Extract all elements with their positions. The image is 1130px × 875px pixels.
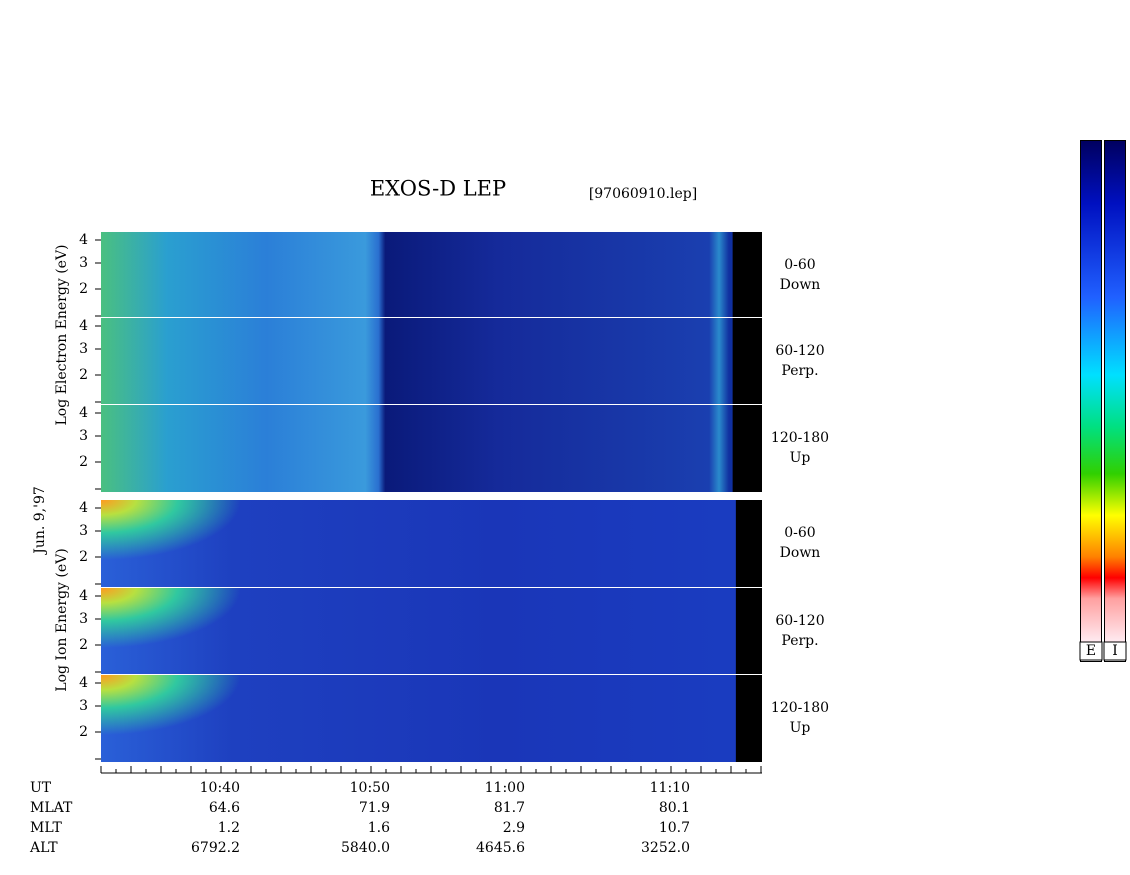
y-tick-label: 3	[79, 698, 88, 714]
row-label: MLT	[30, 820, 62, 836]
spectrogram	[101, 232, 762, 317]
ephemeris-value: 1.2	[218, 820, 240, 836]
row-label: UT	[30, 780, 52, 796]
y-tick-label: 2	[79, 367, 88, 383]
y-tick-label: 4	[79, 232, 88, 248]
panel-label: Up	[790, 450, 811, 466]
ephemeris-value: 64.6	[209, 800, 240, 816]
axis-label: Log Ion Energy (eV)	[54, 548, 70, 691]
y-tick-label: 4	[79, 588, 88, 604]
ephemeris-value: 71.9	[359, 800, 390, 816]
ephemeris-value: 11:00	[485, 780, 525, 796]
date-label: Jun. 9,'97	[32, 486, 48, 556]
colorbar	[1080, 140, 1102, 662]
spectrogram	[101, 318, 762, 404]
colorbar-box	[1079, 641, 1103, 661]
ephemeris-value: 11:10	[650, 780, 690, 796]
y-tick-label: 2	[79, 637, 88, 653]
panel-label: 120-180	[771, 700, 829, 716]
chart-title: EXOS-D LEP	[370, 177, 506, 201]
ephemeris-value: 2.9	[503, 820, 525, 836]
colorbar-label: I	[1112, 643, 1118, 659]
ephemeris-value: 5840.0	[341, 840, 390, 856]
y-tick-label: 3	[79, 523, 88, 539]
row-label: ALT	[29, 840, 58, 856]
y-tick-label: 3	[79, 341, 88, 357]
y-tick-label: 4	[79, 318, 88, 334]
panel-label: 0-60	[784, 525, 815, 541]
y-tick-label: 3	[79, 611, 88, 627]
panel-label: Down	[780, 545, 821, 561]
panel-label: Perp.	[781, 633, 818, 649]
spectrogram	[101, 405, 762, 492]
file-label: [97060910.lep]	[589, 186, 697, 202]
ephemeris-value: 4645.6	[476, 840, 525, 856]
y-tick-label: 2	[79, 724, 88, 740]
y-tick-label: 4	[79, 500, 88, 516]
row-label: MLAT	[30, 800, 73, 816]
spectrogram	[101, 675, 762, 762]
ephemeris-value: 1.6	[368, 820, 390, 836]
colorbar-box	[1103, 641, 1127, 661]
y-tick-label: 3	[79, 255, 88, 271]
panel-label: Perp.	[781, 363, 818, 379]
panel-label: Down	[780, 277, 821, 293]
panel-label: 0-60	[784, 257, 815, 273]
panel-label: 60-120	[775, 613, 824, 629]
colorbar	[1104, 140, 1126, 662]
panel-label: 60-120	[775, 343, 824, 359]
panel-label: Up	[790, 720, 811, 736]
panel-label: 120-180	[771, 430, 829, 446]
y-tick-label: 2	[79, 454, 88, 470]
spectrogram	[101, 588, 762, 674]
y-tick-label: 4	[79, 405, 88, 421]
ephemeris-value: 3252.0	[641, 840, 690, 856]
y-tick-label: 3	[79, 428, 88, 444]
ephemeris-value: 81.7	[494, 800, 525, 816]
y-tick-label: 4	[79, 675, 88, 691]
y-tick-label: 2	[79, 281, 88, 297]
y-tick-label: 2	[79, 549, 88, 565]
ephemeris-value: 10:50	[350, 780, 390, 796]
spectrogram	[101, 500, 762, 587]
colorbar-label: E	[1086, 643, 1096, 659]
ephemeris-value: 6792.2	[191, 840, 240, 856]
ephemeris-value: 10.7	[659, 820, 690, 836]
axis-label: Log Electron Energy (eV)	[54, 244, 70, 425]
ephemeris-value: 10:40	[200, 780, 240, 796]
ephemeris-value: 80.1	[659, 800, 690, 816]
